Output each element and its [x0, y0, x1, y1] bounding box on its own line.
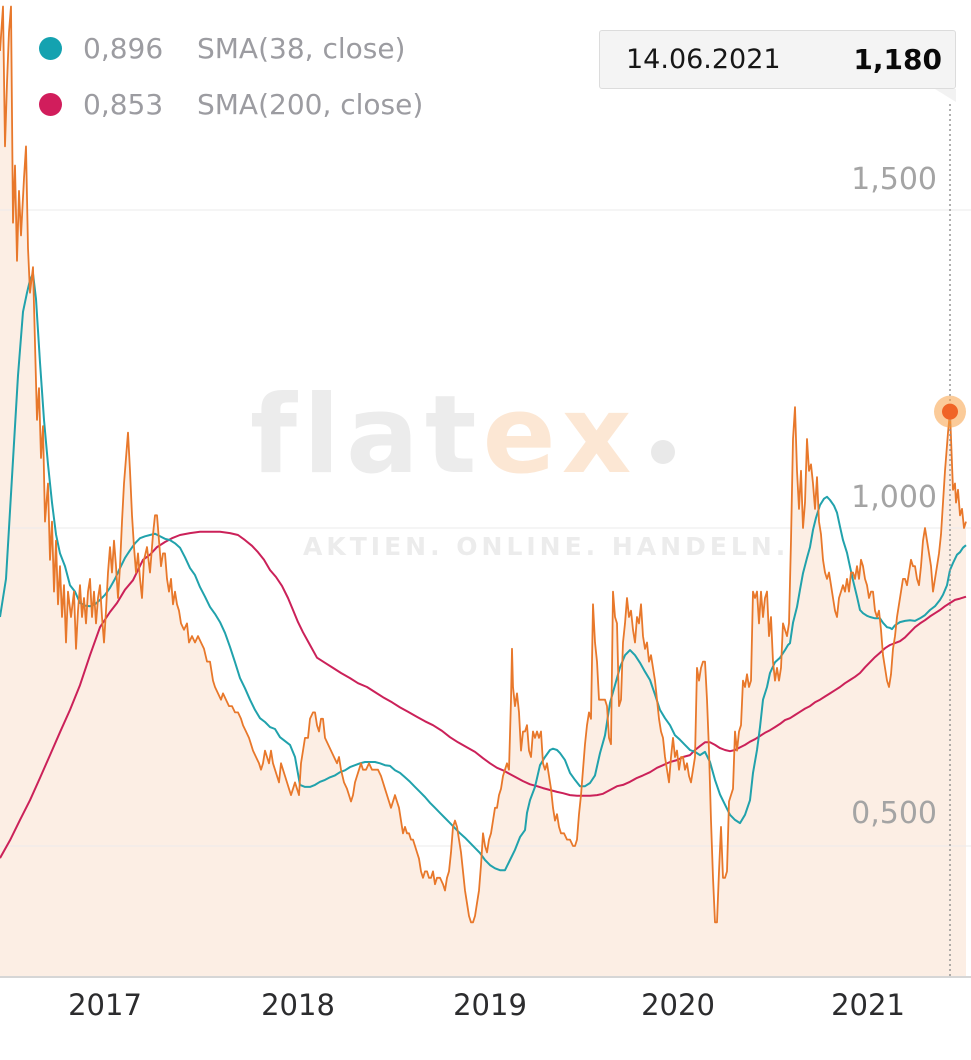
indicator-legend: 0,896 SMA(38, close) 0,853 SMA(200, clos… [39, 26, 423, 138]
crosshair-tooltip: 14.06.2021 1,180 [599, 30, 956, 89]
sma38-line [0, 272, 967, 872]
marker-dot-icon [942, 403, 958, 420]
x-axis-label-2017: 2017 [68, 988, 142, 1022]
x-axis-label-2020: 2020 [641, 988, 715, 1022]
flatex-slogan: AKTIEN. ONLINE. HANDELN. [303, 532, 790, 561]
y-axis-label-0500: 0,500 [851, 796, 937, 831]
legend-item-sma200[interactable]: 0,853 SMA(200, close) [39, 82, 423, 126]
tooltip-pointer [935, 89, 956, 102]
sma38-label: SMA(38, close) [197, 31, 406, 65]
y-axis-label-1000: 1,000 [851, 480, 937, 515]
sma38-dot-icon [39, 36, 62, 60]
flatex-logo: flatex [250, 382, 676, 490]
legend-item-sma38[interactable]: 0,896 SMA(38, close) [39, 26, 423, 70]
logo-text-flat: flat [250, 373, 483, 498]
sma200-dot-icon [39, 92, 62, 116]
sma200-line [0, 530, 967, 859]
tooltip-date: 14.06.2021 [626, 44, 781, 75]
price-area [0, 6, 966, 977]
logo-dot-icon [651, 440, 676, 464]
logo-text-ex: ex [482, 373, 638, 498]
sma200-value: 0,853 [83, 87, 164, 121]
x-axis-label-2018: 2018 [261, 988, 335, 1022]
sma200-label: SMA(200, close) [197, 87, 424, 121]
y-axis-label-1500: 1,500 [851, 162, 937, 197]
x-axis-label-2021: 2021 [831, 988, 905, 1022]
tooltip-price: 1,180 [853, 43, 942, 76]
x-axis-label-2019: 2019 [453, 988, 527, 1022]
sma38-value: 0,896 [83, 31, 164, 65]
price-line [0, 5, 967, 924]
